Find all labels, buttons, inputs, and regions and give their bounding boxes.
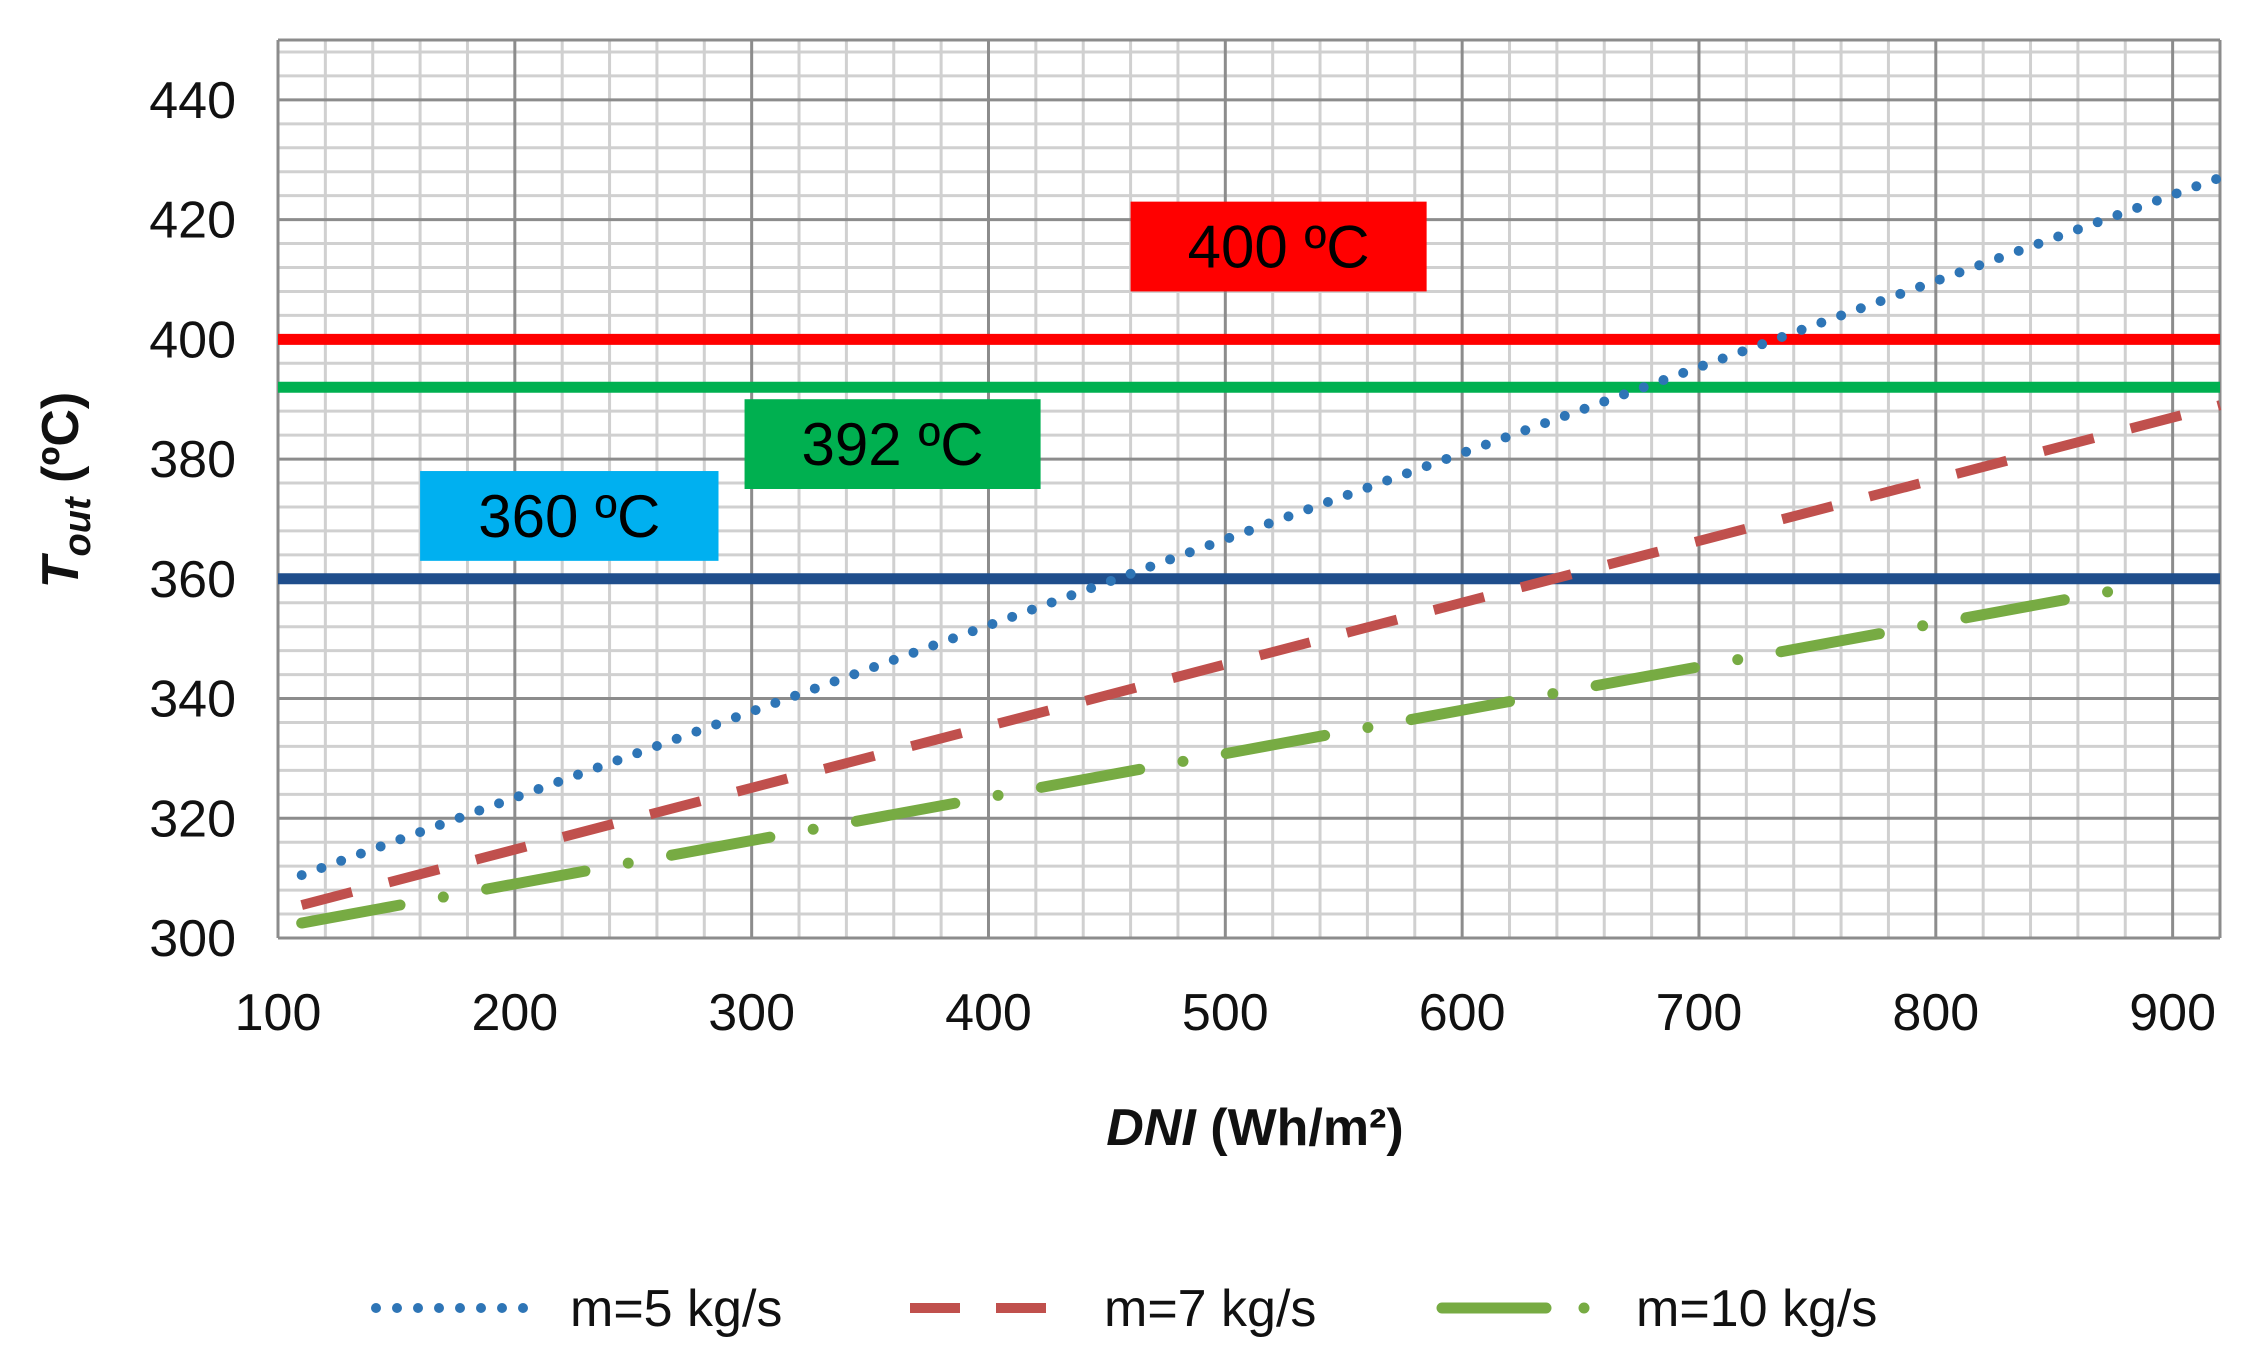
series-lines [296, 172, 2225, 929]
y-axis-title-sub: out [57, 496, 99, 556]
x-tick-label: 900 [2129, 984, 2216, 1042]
series-line-0 [296, 172, 2225, 881]
x-tick-label: 800 [1892, 984, 1979, 1042]
y-tick-label: 420 [149, 192, 236, 250]
annotation-box-400 [1130, 201, 1427, 292]
x-tick-label: 300 [708, 984, 795, 1042]
annotation-label-392: 392 ºC [802, 411, 984, 478]
y-tick-label: 340 [149, 671, 236, 729]
annotation-box-392 [744, 399, 1041, 489]
y-axis-title-rest: (ºC) [32, 392, 90, 498]
annotation-label-400: 400 ºC [1188, 214, 1370, 281]
y-tick-label: 300 [149, 910, 236, 968]
annotation-label-360: 360 ºC [478, 483, 660, 550]
x-tick-label: 500 [1182, 984, 1269, 1042]
x-axis-title: DNI (Wh/m²) [1106, 1099, 1404, 1157]
x-tick-label: 400 [945, 984, 1032, 1042]
y-tick-label: 320 [149, 790, 236, 848]
y-tick-label: 380 [149, 431, 236, 489]
annotations: 400 ºC 392 ºC 360 ºC [420, 201, 1427, 561]
x-axis-ticks: 100 200 300 400 500 600 700 800 900 [235, 984, 2216, 1042]
y-tick-label: 400 [149, 311, 236, 369]
series-line-2 [296, 585, 2119, 929]
y-axis-ticks: 300 320 340 360 380 400 420 440 [149, 72, 236, 968]
y-tick-label: 440 [149, 72, 236, 130]
y-axis-title: Tout (ºC) [32, 392, 99, 588]
reference-lines [278, 333, 2220, 585]
y-axis-title-italic: T [32, 552, 90, 588]
x-axis-title-italic: DNI [1106, 1099, 1197, 1157]
legend-label-0: m=5 kg/s [570, 1280, 782, 1338]
x-axis-title-rest: (Wh/m²) [1196, 1099, 1404, 1157]
annotation-box-360 [420, 471, 719, 561]
x-tick-label: 200 [471, 984, 558, 1042]
legend-label-1: m=7 kg/s [1104, 1280, 1316, 1338]
legend-label-2: m=10 kg/s [1636, 1280, 1877, 1338]
legend: m=5 kg/s m=7 kg/s m=10 kg/s [371, 1280, 1877, 1338]
x-tick-label: 700 [1656, 984, 1743, 1042]
series-line-1 [300, 400, 2222, 910]
y-tick-label: 360 [149, 551, 236, 609]
x-tick-label: 600 [1419, 984, 1506, 1042]
x-tick-label: 100 [235, 984, 322, 1042]
